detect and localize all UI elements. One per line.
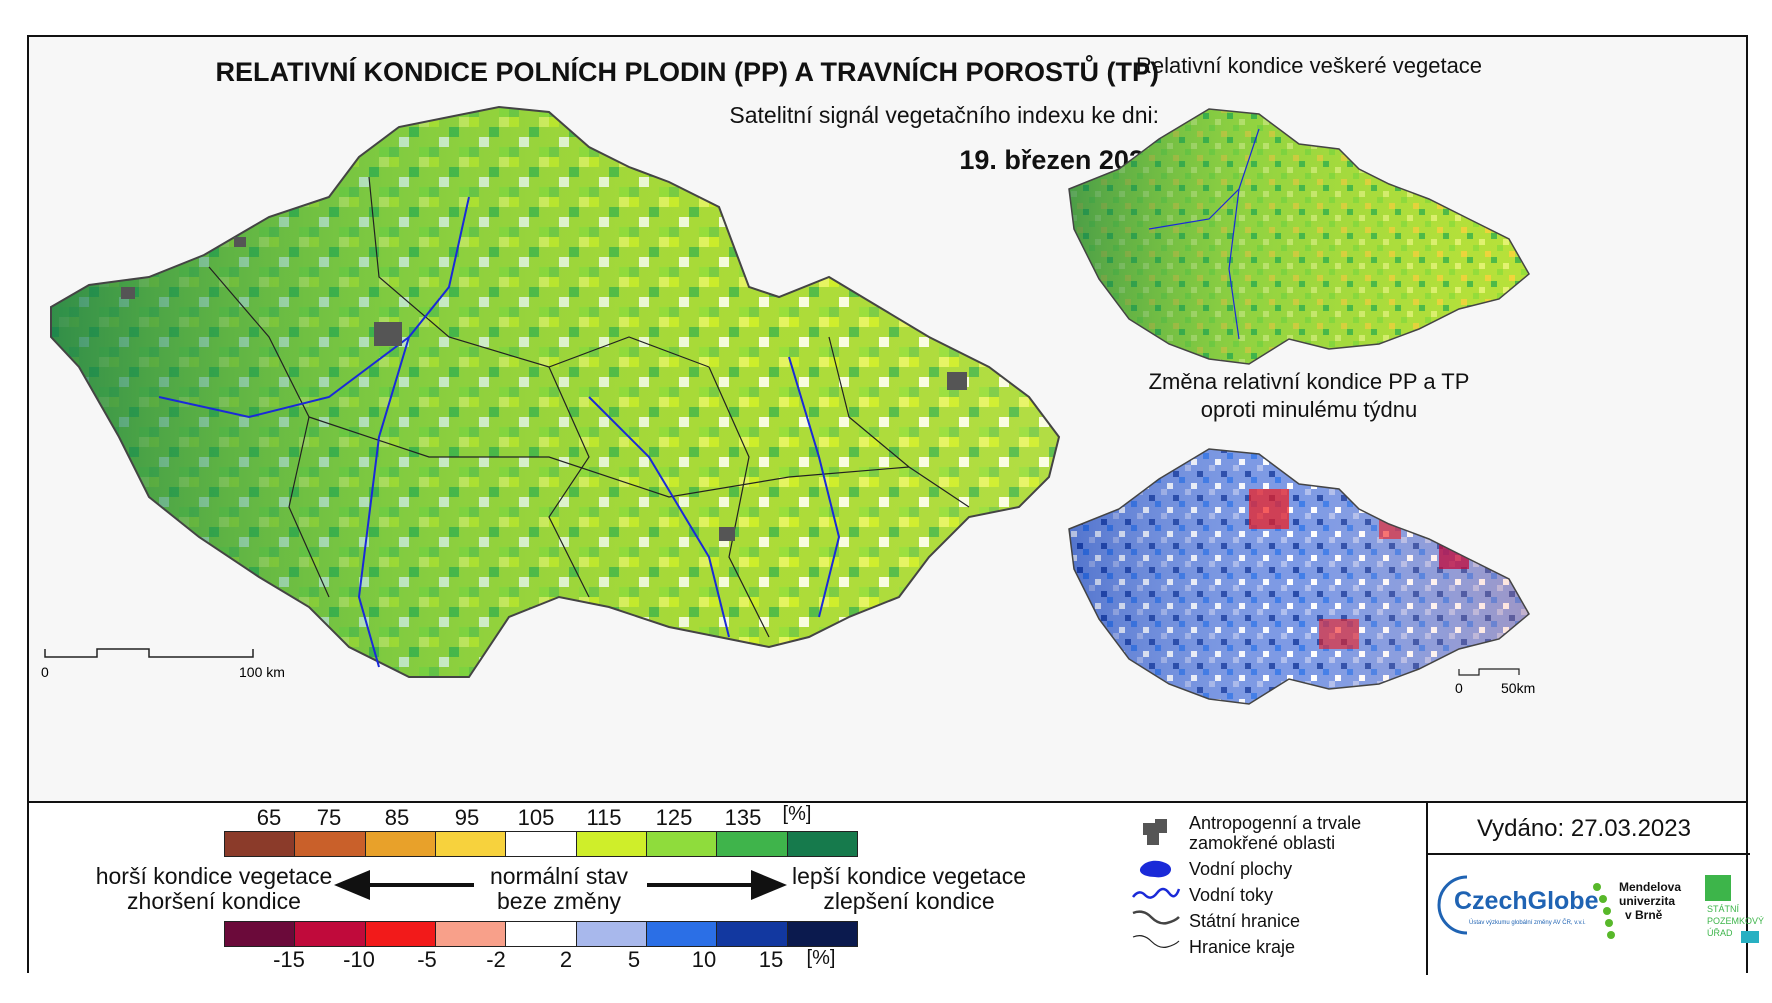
state-border-label: Státní hranice xyxy=(1189,911,1301,931)
river-icon xyxy=(1132,887,1181,899)
cond-swatch xyxy=(717,832,788,856)
chg-unit: [%] xyxy=(806,947,836,969)
mendel-logo-line1: Mendelova xyxy=(1619,880,1682,894)
chg-swatch xyxy=(435,922,507,946)
cond-tick: 85 xyxy=(384,805,410,830)
legend-divider xyxy=(1426,803,1428,975)
water-bodies-label: Vodní plochy xyxy=(1189,859,1293,879)
cond-swatch xyxy=(787,832,857,856)
mendel-logo-icon xyxy=(1593,883,1615,939)
anthropogenic-label-1: Antropogenní a trvale xyxy=(1189,813,1362,833)
cond-tick: 125 xyxy=(655,805,693,830)
cond-tick: 115 xyxy=(586,805,622,830)
cond-tick: 75 xyxy=(316,805,342,830)
urban-area-icon xyxy=(1143,819,1167,845)
arrow-left-icon xyxy=(334,870,474,900)
main-scale-zero: 0 xyxy=(41,664,49,680)
main-scale-bar xyxy=(44,648,254,658)
cond-swatch xyxy=(435,832,507,856)
czechglobe-logo: CzechGlobe xyxy=(1454,887,1599,915)
chg-swatch xyxy=(576,922,647,946)
main-scale-end: 100 km xyxy=(239,664,285,680)
spu-logo-line1: STÁTNÍ xyxy=(1707,904,1740,914)
cond-swatch xyxy=(506,832,577,856)
mini-scale-bar xyxy=(1458,668,1520,676)
better-label-1: lepší kondice vegetace xyxy=(792,863,1026,889)
chg-tick: 2 xyxy=(559,947,573,972)
normal-label-2: beze změny xyxy=(496,888,621,914)
map-panel: RELATIVNÍ KONDICE POLNÍCH PLODIN (PP) A … xyxy=(29,37,1746,801)
urban-areas xyxy=(121,237,967,541)
mini-scale-end: 50km xyxy=(1501,680,1535,696)
chg-tick: -15 xyxy=(273,947,305,972)
cond-tick: 105 xyxy=(517,805,555,830)
chg-swatch xyxy=(295,922,366,946)
mini-map-2-title-line1: Změna relativní kondice PP a TP xyxy=(1148,369,1470,394)
mini-map-2: 0 50km xyxy=(1068,448,1535,705)
cond-swatch xyxy=(576,832,647,856)
rivers xyxy=(158,196,841,668)
state-border-icon xyxy=(1132,910,1180,925)
mini-map-1-title: Relativní kondice veškeré vegetace xyxy=(1135,53,1483,78)
chg-swatch xyxy=(717,922,788,946)
czechglobe-subtitle: Ústav výzkumu globální změny AV ČR, v.v.… xyxy=(1469,920,1586,926)
arrow-right-icon xyxy=(647,870,787,900)
water-streams-label: Vodní toky xyxy=(1189,885,1274,905)
chg-tick: 10 xyxy=(691,947,717,972)
worse-label-2: zhoršení kondice xyxy=(127,888,301,914)
cond-swatch xyxy=(646,832,718,856)
main-map: 0 100 km xyxy=(41,105,1061,680)
chg-tick: 5 xyxy=(627,947,641,972)
change-color-bar xyxy=(224,921,858,947)
chg-tick: -5 xyxy=(417,947,437,972)
normal-label-1: normální stav xyxy=(489,863,629,889)
region-borders xyxy=(208,176,970,638)
spu-logo-line3: ÚŘAD xyxy=(1707,928,1733,938)
mini-map-2-title-line2: oproti minulému týdnu xyxy=(1200,397,1418,422)
cond-tick: 95 xyxy=(454,805,480,830)
water-body-icon xyxy=(1139,860,1172,878)
issued-divider xyxy=(1426,853,1750,855)
legend-panel: 65 75 85 95 105 115 125 135 [%] horší ko… xyxy=(29,801,1764,975)
condition-color-bar xyxy=(224,831,858,857)
chg-swatch xyxy=(506,922,577,946)
mini-scale-zero: 0 xyxy=(1455,680,1463,696)
cond-swatch xyxy=(295,832,366,856)
chg-tick: 15 xyxy=(758,947,784,972)
chg-swatch xyxy=(365,922,436,946)
chg-tick: -2 xyxy=(486,947,506,972)
czechglobe-logo-icon xyxy=(1437,875,1468,935)
chg-swatch xyxy=(646,922,718,946)
cond-swatch xyxy=(365,832,436,856)
cond-tick: 65 xyxy=(256,805,282,830)
worse-label-1: horší kondice vegetace xyxy=(95,863,333,889)
mendel-logo-line3: v Brně xyxy=(1625,908,1663,922)
cond-swatch xyxy=(225,832,296,856)
chg-swatch xyxy=(787,922,857,946)
issued-date: Vydáno: 27.03.2023 xyxy=(1477,815,1691,842)
mini-map-1 xyxy=(1068,108,1530,365)
mendel-logo-line2: univerzita xyxy=(1619,894,1676,908)
region-border-icon xyxy=(1132,935,1180,948)
spu-logo-icon xyxy=(1705,875,1759,943)
chg-tick: -10 xyxy=(343,947,375,972)
better-label-2: zlepšení kondice xyxy=(823,888,995,914)
region-border-label: Hranice kraje xyxy=(1189,937,1296,957)
map-frame: RELATIVNÍ KONDICE POLNÍCH PLODIN (PP) A … xyxy=(27,35,1764,975)
page-subtitle: Satelitní signál vegetačního indexu ke d… xyxy=(729,102,1159,128)
anthropogenic-label-2: zamokřené oblasti xyxy=(1189,833,1336,853)
page-title: RELATIVNÍ KONDICE POLNÍCH PLODIN (PP) A … xyxy=(215,57,1160,87)
cond-tick: 135 xyxy=(724,805,762,830)
chg-swatch xyxy=(225,922,296,946)
spu-logo-line2: POZEMKOVÝ xyxy=(1707,916,1765,926)
cond-unit: [%] xyxy=(782,803,812,825)
